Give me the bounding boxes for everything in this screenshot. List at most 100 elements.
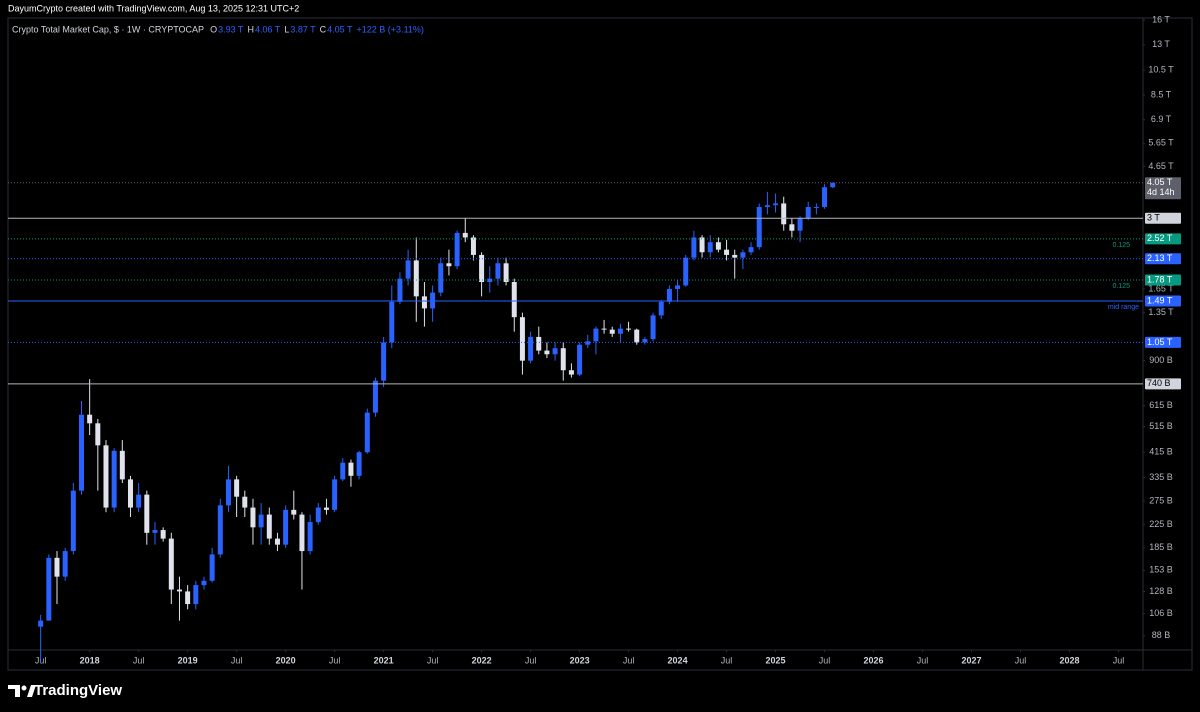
- ohlc-key: C: [320, 24, 327, 34]
- level-box: [1145, 177, 1181, 200]
- candle-body: [544, 350, 550, 355]
- candle-body: [217, 505, 223, 555]
- y-tick-label: 275 B: [1149, 495, 1173, 505]
- candle-body: [46, 557, 52, 621]
- x-tick-label: Jul: [721, 655, 733, 665]
- candle-body: [740, 252, 746, 258]
- candle-body: [789, 224, 795, 231]
- logo-mark: [8, 685, 20, 697]
- x-tick-label: 2022: [472, 655, 492, 665]
- candle-body: [756, 206, 762, 248]
- y-tick-label: 185 B: [1149, 542, 1173, 552]
- candle-body: [266, 514, 272, 539]
- symbol: Crypto Total Market Cap, $ · 1W · CRYPTO…: [12, 24, 204, 34]
- candle-body: [250, 507, 256, 528]
- y-tick-label: 128 B: [1149, 586, 1173, 596]
- candle-body: [119, 450, 125, 480]
- y-tick-label: 88 B: [1152, 630, 1171, 640]
- candle-body: [503, 263, 509, 282]
- x-tick-label: Jul: [1113, 655, 1125, 665]
- candle-body: [642, 339, 648, 343]
- level-box: [1145, 233, 1181, 245]
- candle-body: [152, 530, 158, 533]
- candle-body: [144, 494, 150, 533]
- candle-body: [699, 237, 705, 253]
- candle-body: [617, 328, 623, 334]
- countdown: 4d 14h: [1147, 187, 1175, 197]
- candle-body: [274, 538, 280, 545]
- candle-body: [193, 585, 199, 605]
- ohlc-value: 3.93 T: [218, 24, 244, 34]
- x-tick-label: 2018: [80, 655, 100, 665]
- level-label: 740 B: [1147, 378, 1171, 388]
- candle-body: [724, 249, 730, 255]
- ohlc-key: O: [210, 24, 217, 34]
- candle-body: [715, 242, 721, 250]
- candle-body: [405, 260, 411, 279]
- candle-body: [381, 342, 387, 381]
- candle-body: [62, 551, 68, 577]
- candle-body: [813, 206, 819, 208]
- x-tick-label: Jul: [623, 655, 635, 665]
- candle-body: [340, 462, 346, 480]
- candle-body: [822, 187, 828, 207]
- candle-body: [511, 281, 517, 318]
- candle-body: [666, 288, 672, 302]
- candle-body: [372, 380, 378, 413]
- annotation: 0.125: [1112, 242, 1130, 249]
- y-tick-label: 225 B: [1149, 519, 1173, 529]
- x-tick-label: 2028: [1059, 655, 1079, 665]
- candle-body: [332, 479, 338, 510]
- candle-body: [364, 412, 370, 453]
- candle-body: [528, 336, 534, 361]
- candle-body: [454, 232, 460, 267]
- candle-body: [568, 370, 574, 375]
- y-tick-label: 106 B: [1149, 608, 1173, 618]
- candle-body: [168, 538, 174, 590]
- y-tick-label: 615 B: [1149, 400, 1173, 410]
- candle-body: [299, 514, 305, 552]
- level-label: 4.05 T: [1147, 177, 1173, 187]
- y-tick-label: 4.65 T: [1148, 161, 1174, 171]
- ohlc-value: 4.05 T: [327, 24, 353, 34]
- candle-body: [773, 203, 779, 206]
- candle-body: [560, 348, 566, 371]
- candle-body: [201, 580, 207, 586]
- annotation: 0.125: [1112, 283, 1130, 290]
- y-tick-label: 153 B: [1149, 565, 1173, 575]
- level-box: [1145, 336, 1181, 348]
- x-tick-label: Jul: [525, 655, 537, 665]
- candle-body: [577, 344, 583, 375]
- x-tick-label: Jul: [329, 655, 341, 665]
- candle-body: [78, 414, 84, 491]
- level-box: [1145, 253, 1181, 265]
- candle-body: [258, 514, 264, 528]
- candle-body: [283, 509, 289, 545]
- candle-body: [225, 479, 231, 506]
- x-tick-label: 2023: [570, 655, 590, 665]
- ohlc-key: H: [247, 24, 254, 34]
- candle-body: [781, 203, 787, 225]
- candle-body: [446, 263, 452, 267]
- candle-body: [356, 452, 362, 476]
- candle-body: [315, 507, 321, 523]
- candle-body: [185, 591, 191, 605]
- candle-body: [413, 260, 419, 297]
- y-tick-label: 900 B: [1149, 355, 1173, 365]
- y-tick-label: 5.65 T: [1148, 138, 1174, 148]
- ohlc-value: 3.87 T: [290, 24, 316, 34]
- candle-body: [38, 620, 44, 627]
- candle-body: [675, 285, 681, 289]
- level-box: [1145, 212, 1181, 224]
- candle-body: [683, 257, 689, 286]
- y-tick-label: 1.65 T: [1148, 283, 1174, 293]
- level-label: 3 T: [1147, 213, 1160, 223]
- candle-body: [209, 554, 215, 581]
- y-tick-label: 335 B: [1149, 472, 1173, 482]
- y-tick-label: 1.35 T: [1148, 307, 1174, 317]
- candle-body: [389, 301, 395, 343]
- candle-body: [323, 507, 329, 510]
- x-tick-label: Jul: [133, 655, 145, 665]
- candle-body: [601, 328, 607, 330]
